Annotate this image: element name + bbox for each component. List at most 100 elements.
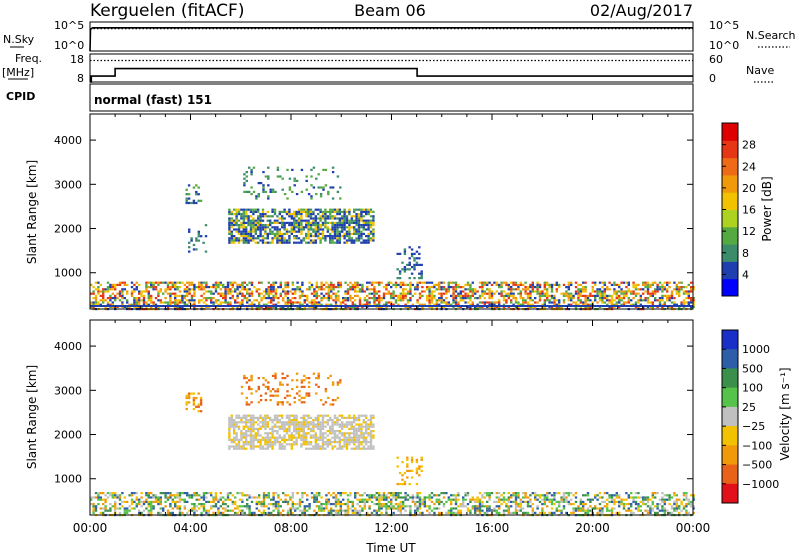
echo-cell (154, 496, 158, 499)
echo-cell (226, 283, 230, 286)
echo-cell (406, 292, 410, 295)
echo-cell (375, 509, 378, 512)
echo-cell (166, 286, 170, 289)
echo-cell (314, 443, 317, 446)
echo-cell (278, 427, 281, 430)
echo-cell (343, 423, 346, 426)
echo-cell (198, 507, 201, 510)
echo-cell (500, 494, 503, 497)
echo-cell (505, 294, 508, 297)
echo-cell (507, 286, 510, 289)
echo-cell (210, 286, 213, 289)
echo-cell (507, 283, 510, 286)
echo-cell (317, 235, 320, 238)
echo-cell (373, 294, 376, 297)
echo-cell (367, 447, 370, 450)
echo-cell (618, 297, 621, 300)
echo-cell (618, 301, 621, 304)
echo-cell (543, 283, 546, 286)
echo-cell (369, 237, 373, 240)
echo-cell (478, 492, 482, 495)
echo-cell (529, 505, 532, 508)
echo-cell (106, 303, 110, 306)
echo-cell (375, 492, 378, 495)
echo-cell (205, 496, 208, 499)
echo-cell (245, 230, 248, 233)
echo-cell (642, 503, 645, 506)
echo-cell (330, 294, 333, 297)
echo-cell (519, 503, 522, 506)
echo-cell (620, 303, 623, 306)
echo-cell (278, 241, 281, 244)
echo-cell (176, 507, 179, 510)
echo-cell (373, 290, 376, 293)
echo-cell (142, 301, 146, 304)
echo-cell (685, 511, 688, 514)
echo-cell (186, 281, 189, 284)
echo-cell (454, 494, 458, 497)
echo-cell (228, 217, 231, 220)
echo-cell (438, 297, 441, 300)
echo-cell (219, 292, 222, 295)
echo-cell (272, 288, 275, 291)
echo-cell (302, 430, 305, 433)
echo-cell (382, 294, 386, 297)
echo-cell (348, 436, 351, 439)
echo-cell (334, 500, 338, 503)
echo-cell (353, 430, 356, 433)
echo-cell (536, 505, 539, 508)
echo-cell (646, 511, 650, 514)
echo-cell (330, 297, 333, 300)
echo-cell (210, 299, 213, 302)
echo-cell (238, 283, 242, 286)
echo-cell (601, 292, 604, 295)
echo-cell (514, 492, 518, 495)
echo-cell (322, 283, 326, 286)
echo-cell (307, 416, 310, 419)
echo-cell (309, 241, 313, 244)
echo-cell (586, 498, 590, 501)
echo-cell (375, 503, 378, 506)
echo-cell (262, 492, 266, 495)
echo-cell (217, 500, 220, 503)
echo-cell (365, 414, 368, 417)
echo-cell (329, 239, 332, 242)
echo-cell (241, 492, 244, 495)
echo-cell (126, 292, 129, 295)
echo-cell (188, 281, 191, 284)
echo-cell (644, 290, 647, 293)
echo-cell (486, 507, 489, 510)
echo-cell (255, 507, 258, 510)
echo-cell (212, 301, 215, 304)
echo-cell (367, 441, 370, 444)
echo-cell (273, 210, 277, 213)
echo-cell (353, 436, 356, 439)
echo-cell (164, 494, 167, 497)
echo-cell (174, 297, 177, 300)
echo-cell (317, 447, 320, 450)
echo-cell (346, 292, 350, 295)
echo-cell (281, 377, 284, 380)
echo-cell (637, 507, 640, 510)
echo-cell (147, 500, 150, 503)
echo-cell (452, 288, 455, 291)
echo-cell (329, 228, 332, 231)
echo-cell (366, 500, 369, 503)
echo-cell (133, 297, 136, 300)
echo-cell (663, 294, 666, 297)
power-colorbar-tick-label: 8 (742, 247, 749, 260)
power-colorbar-tick-label: 24 (742, 160, 756, 173)
echo-cell (454, 290, 458, 293)
echo-cell (378, 283, 381, 286)
echo-cell (338, 441, 341, 444)
echo-cell (241, 509, 244, 512)
echo-cell (123, 496, 126, 499)
echo-cell (330, 303, 333, 306)
echo-cell (353, 226, 356, 229)
echo-cell (351, 288, 354, 291)
echo-cell (278, 230, 281, 233)
echo-cell (190, 494, 194, 497)
echo-cell (610, 294, 614, 297)
echo-cell (303, 505, 306, 508)
echo-cell (367, 425, 370, 428)
